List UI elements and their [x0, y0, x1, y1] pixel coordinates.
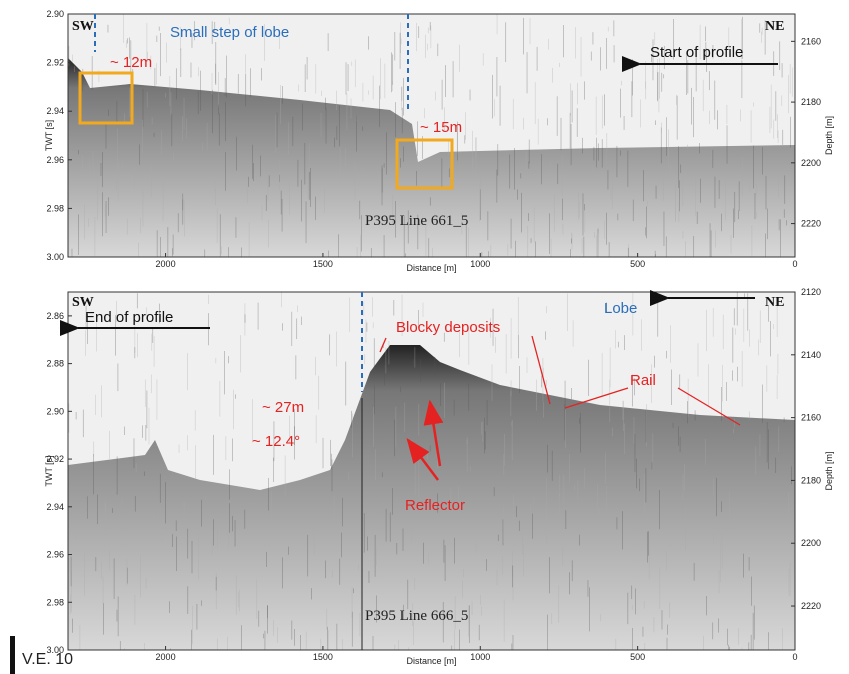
annotation: Reflector: [405, 497, 465, 514]
annotation: ~ 15m: [420, 119, 462, 136]
panel-bottom: SW NE End of profile Lobe Blocky deposit…: [44, 287, 834, 674]
y2-tick-label: 2200: [801, 538, 821, 548]
label: SW: [72, 19, 94, 34]
annotation: Rail: [630, 372, 656, 389]
x-tick-label: 500: [630, 259, 645, 269]
profile-name: P395 Line 666_5: [365, 608, 468, 624]
x-axis-label: Distance [m]: [406, 656, 456, 666]
y2-axis-label: Depth [m]: [824, 116, 834, 155]
y2-tick-label: 2220: [801, 601, 821, 611]
annotation: Start of profile: [650, 44, 743, 61]
x-tick-label: 0: [792, 259, 797, 269]
label: NE: [765, 295, 784, 310]
label: NE: [765, 19, 784, 34]
y-tick-label: 2.94: [46, 502, 64, 512]
y2-axis-label: Depth [m]: [824, 451, 834, 490]
y2-tick-label: 2160: [801, 413, 821, 423]
y-tick-label: 2.90: [46, 9, 64, 19]
annotation: ~ 27m: [262, 399, 304, 416]
y2-tick-label: 2180: [801, 97, 821, 107]
y-axis-label: TWT [s]: [44, 455, 54, 486]
y-tick-label: 2.98: [46, 597, 64, 607]
y-tick-label: 2.96: [46, 155, 64, 165]
x-tick-label: 1000: [470, 652, 490, 662]
y2-tick-label: 2160: [801, 36, 821, 46]
annotation: ~ 12m: [110, 54, 152, 71]
x-tick-label: 2000: [156, 652, 176, 662]
y-tick-label: 2.90: [46, 406, 64, 416]
label: SW: [72, 295, 94, 310]
y2-tick-label: 2180: [801, 475, 821, 485]
x-axis-label: Distance [m]: [406, 263, 456, 273]
x-tick-label: 2000: [156, 259, 176, 269]
figure: SW NE Small step of lobe ~ 12m ~ 15m Sta…: [0, 0, 849, 674]
y-tick-label: 2.88: [46, 359, 64, 369]
y-tick-label: 2.98: [46, 203, 64, 213]
annotation: Small step of lobe: [170, 24, 289, 41]
y-tick-label: 2.94: [46, 106, 64, 116]
y-tick-label: 2.96: [46, 550, 64, 560]
annotation: ~ 12.4°: [252, 433, 300, 450]
bar: [10, 636, 15, 674]
annotation: Lobe: [604, 300, 637, 317]
x-tick-label: 0: [792, 652, 797, 662]
annotation: Blocky deposits: [396, 319, 500, 336]
y2-tick-label: 2220: [801, 219, 821, 229]
x-tick-label: 1500: [313, 259, 333, 269]
y2-tick-label: 2140: [801, 350, 821, 360]
panel-top: SW NE Small step of lobe ~ 12m ~ 15m Sta…: [44, 9, 834, 289]
profile-name: P395 Line 661_5: [365, 213, 468, 229]
x-tick-label: 1000: [470, 259, 490, 269]
footer: V.E. 10: [22, 651, 73, 668]
x-tick-label: 500: [630, 652, 645, 662]
y2-tick-label: 2200: [801, 158, 821, 168]
x-tick-label: 1500: [313, 652, 333, 662]
y-tick-label: 3.00: [46, 252, 64, 262]
y2-tick-label: 2120: [801, 287, 821, 297]
y-tick-label: 2.92: [46, 58, 64, 68]
y-tick-label: 2.86: [46, 311, 64, 321]
y-axis-label: TWT [s]: [44, 120, 54, 151]
annotation: End of profile: [85, 309, 173, 326]
